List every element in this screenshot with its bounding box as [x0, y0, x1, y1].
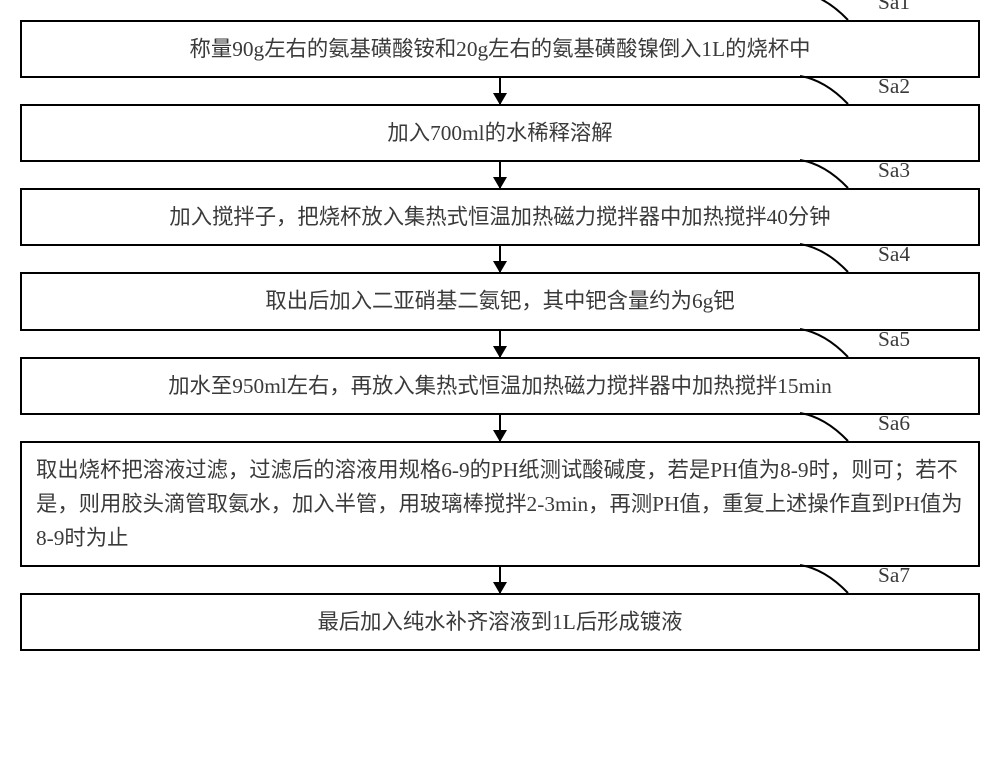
- step-label-Sa5: Sa5: [878, 327, 910, 352]
- step-label-Sa6: Sa6: [878, 411, 910, 436]
- arrow-down: [499, 78, 501, 104]
- step-box-Sa6: 取出烧杯把溶液过滤，过滤后的溶液用规格6-9的PH纸测试酸碱度，若是PH值为8-…: [20, 441, 980, 567]
- step-label-Sa7: Sa7: [878, 563, 910, 588]
- flowchart-container: Sa1称量90g左右的氨基磺酸铵和20g左右的氨基磺酸镍倒入1L的烧杯中Sa2加…: [20, 20, 980, 651]
- step-Sa7: Sa7最后加入纯水补齐溶液到1L后形成镀液: [20, 593, 980, 651]
- step-Sa4: Sa4取出后加入二亚硝基二氨钯，其中钯含量约为6g钯: [20, 272, 980, 330]
- step-box-Sa2: 加入700ml的水稀释溶解: [20, 104, 980, 162]
- step-text: 加水至950ml左右，再放入集热式恒温加热磁力搅拌器中加热搅拌15min: [168, 369, 832, 403]
- step-Sa6: Sa6取出烧杯把溶液过滤，过滤后的溶液用规格6-9的PH纸测试酸碱度，若是PH值…: [20, 441, 980, 567]
- arrow-down: [499, 567, 501, 593]
- step-text: 最后加入纯水补齐溶液到1L后形成镀液: [318, 605, 683, 639]
- arrow-down: [499, 331, 501, 357]
- step-box-Sa7: 最后加入纯水补齐溶液到1L后形成镀液: [20, 593, 980, 651]
- step-text: 称量90g左右的氨基磺酸铵和20g左右的氨基磺酸镍倒入1L的烧杯中: [190, 32, 811, 66]
- arrow-down: [499, 246, 501, 272]
- step-Sa1: Sa1称量90g左右的氨基磺酸铵和20g左右的氨基磺酸镍倒入1L的烧杯中: [20, 20, 980, 78]
- arrow-down: [499, 415, 501, 441]
- step-label-Sa4: Sa4: [878, 242, 910, 267]
- step-text: 取出烧杯把溶液过滤，过滤后的溶液用规格6-9的PH纸测试酸碱度，若是PH值为8-…: [36, 453, 964, 555]
- step-text: 加入搅拌子，把烧杯放入集热式恒温加热磁力搅拌器中加热搅拌40分钟: [169, 200, 830, 234]
- step-box-Sa3: 加入搅拌子，把烧杯放入集热式恒温加热磁力搅拌器中加热搅拌40分钟: [20, 188, 980, 246]
- arrow-down: [499, 162, 501, 188]
- step-label-Sa3: Sa3: [878, 158, 910, 183]
- step-label-Sa1: Sa1: [878, 0, 910, 15]
- step-label-Sa2: Sa2: [878, 74, 910, 99]
- step-box-Sa1: 称量90g左右的氨基磺酸铵和20g左右的氨基磺酸镍倒入1L的烧杯中: [20, 20, 980, 78]
- step-text: 取出后加入二亚硝基二氨钯，其中钯含量约为6g钯: [265, 284, 734, 318]
- step-Sa3: Sa3加入搅拌子，把烧杯放入集热式恒温加热磁力搅拌器中加热搅拌40分钟: [20, 188, 980, 246]
- step-box-Sa5: 加水至950ml左右，再放入集热式恒温加热磁力搅拌器中加热搅拌15min: [20, 357, 980, 415]
- step-Sa5: Sa5加水至950ml左右，再放入集热式恒温加热磁力搅拌器中加热搅拌15min: [20, 357, 980, 415]
- step-box-Sa4: 取出后加入二亚硝基二氨钯，其中钯含量约为6g钯: [20, 272, 980, 330]
- step-text: 加入700ml的水稀释溶解: [387, 116, 612, 150]
- step-Sa2: Sa2加入700ml的水稀释溶解: [20, 104, 980, 162]
